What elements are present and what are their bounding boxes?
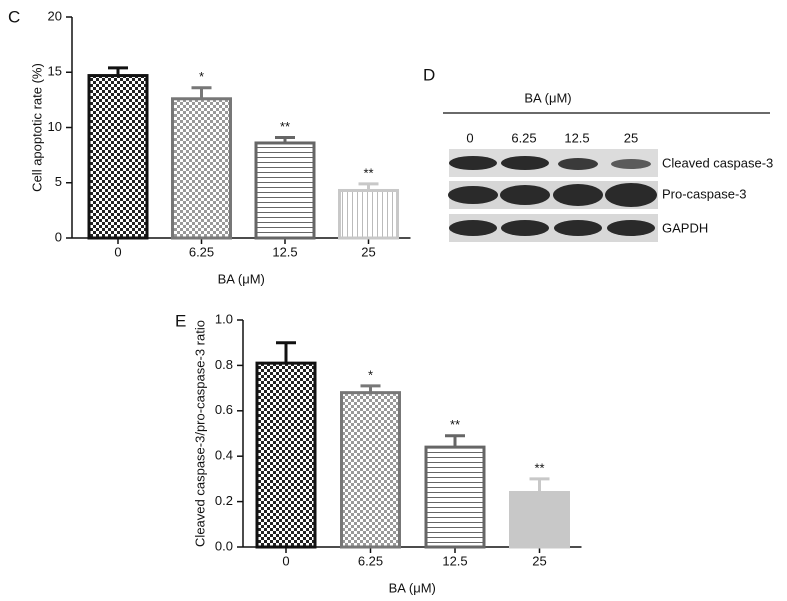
x-tick-label: 0: [114, 244, 121, 259]
x-tick-label: 6.25: [358, 553, 383, 568]
bar: [338, 188, 399, 240]
y-tick-label: 10: [48, 119, 62, 134]
y-tick-label: 0.6: [215, 402, 233, 417]
x-tick-label: 25: [361, 244, 375, 259]
x-tick-label: 25: [532, 553, 546, 568]
y-tick-label: 0: [55, 229, 62, 244]
significance: *: [368, 367, 373, 382]
panel-label: C: [8, 7, 20, 26]
bands: [448, 156, 657, 236]
significance: **: [280, 119, 290, 134]
y-tick-label: 0.0: [215, 538, 233, 553]
row-label: Cleaved caspase-3: [662, 155, 773, 170]
y-axis-label: Cell apoptotic rate (%): [29, 63, 44, 192]
y-tick-label: 0.8: [215, 357, 233, 372]
y-tick-label: 15: [48, 64, 62, 79]
lane-label: 6.25: [511, 130, 536, 145]
panel-label: E: [175, 311, 186, 330]
significance: **: [363, 165, 373, 180]
x-axis-label: BA (μM): [389, 580, 436, 595]
lane-label: 12.5: [564, 130, 589, 145]
bar: [424, 445, 486, 549]
treatment-label: BA (μM): [524, 90, 571, 105]
y-tick-label: 5: [55, 174, 62, 189]
y-tick-label: 1.0: [215, 311, 233, 326]
x-tick-label: 12.5: [442, 553, 467, 568]
y-tick-label: 0.2: [215, 493, 233, 508]
y-tick-label: 20: [48, 8, 62, 23]
x-tick-label: 12.5: [272, 244, 297, 259]
x-tick-label: 0: [282, 553, 289, 568]
significance: *: [199, 69, 204, 84]
significance: **: [534, 460, 544, 475]
y-tick-label: 0.4: [215, 448, 233, 463]
lane-label: 25: [624, 130, 638, 145]
x-axis-label: BA (μM): [218, 271, 265, 286]
row-label: GAPDH: [662, 220, 708, 235]
bar: [340, 391, 401, 549]
bar: [255, 361, 317, 549]
x-tick-label: 6.25: [189, 244, 214, 259]
bar: [87, 74, 149, 240]
lane-label: 0: [466, 130, 473, 145]
y-axis-label: Cleaved caspase-3/pro-caspase-3 ratio: [192, 320, 207, 547]
blot-panel: D BA (μM) 0 6.25 12.5 25 Cleaved caspase…: [423, 65, 773, 242]
bar: [171, 97, 232, 240]
bar: [254, 141, 316, 240]
bar: [509, 491, 570, 549]
row-label: Pro-caspase-3: [662, 186, 747, 201]
panel-label: D: [423, 65, 435, 84]
significance: **: [450, 417, 460, 432]
